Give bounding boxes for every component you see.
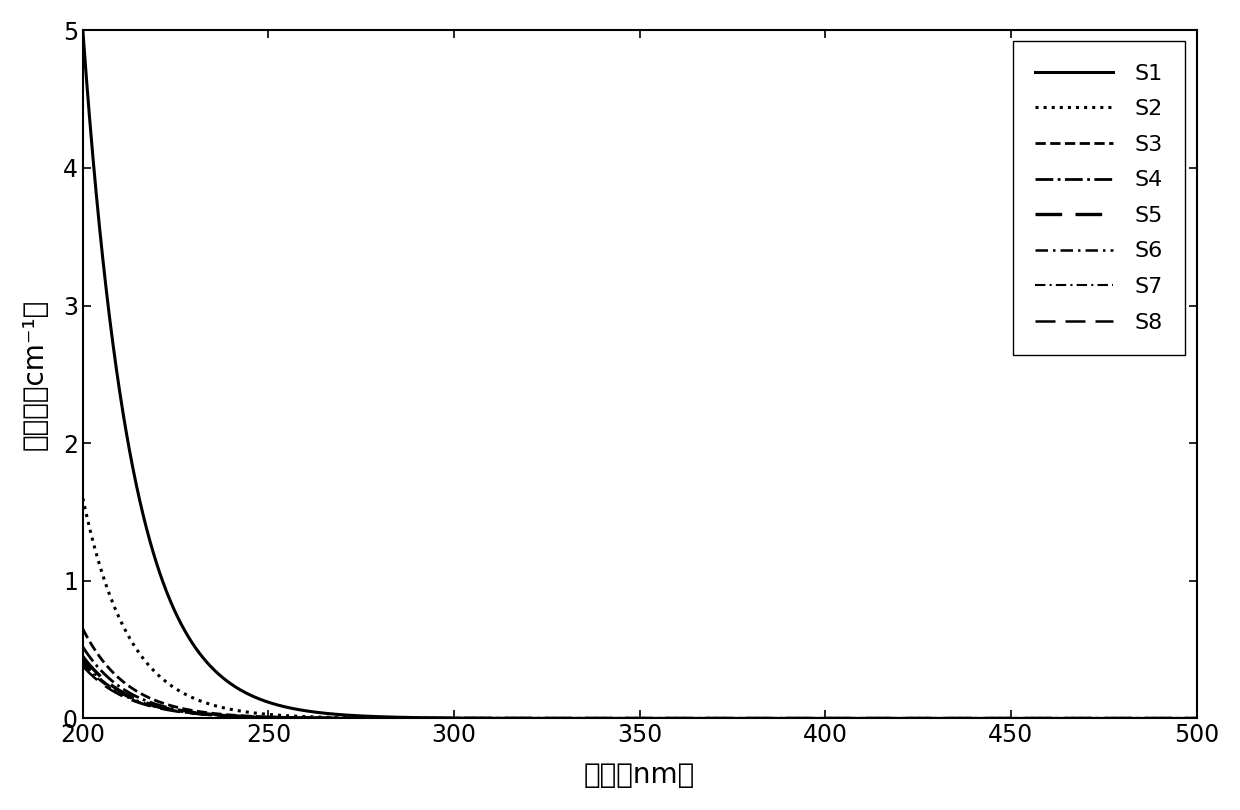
S6 bbox=[278, 713, 293, 723]
Line: S3: S3 bbox=[83, 629, 1197, 718]
S8 bbox=[278, 713, 293, 723]
S4 bbox=[76, 642, 91, 652]
S7 bbox=[501, 714, 516, 723]
Line: S7: S7 bbox=[83, 663, 1197, 718]
S4 bbox=[501, 714, 516, 723]
S5 bbox=[1189, 714, 1204, 723]
S7 bbox=[991, 714, 1006, 723]
S8 bbox=[1189, 714, 1204, 723]
S1 bbox=[743, 714, 758, 723]
Line: S6: S6 bbox=[83, 661, 1197, 718]
S5 bbox=[991, 714, 1006, 723]
S1 bbox=[800, 714, 815, 723]
S2 bbox=[800, 714, 815, 723]
S7 bbox=[906, 714, 921, 723]
S8 bbox=[501, 714, 516, 723]
S1 bbox=[991, 714, 1006, 723]
S4 bbox=[991, 714, 1006, 723]
S6 bbox=[76, 656, 91, 666]
Line: S1: S1 bbox=[83, 30, 1197, 718]
S5 bbox=[906, 714, 921, 723]
S6 bbox=[991, 714, 1006, 723]
S3 bbox=[501, 714, 516, 723]
S7 bbox=[800, 714, 815, 723]
S5 bbox=[501, 714, 516, 723]
S2 bbox=[278, 710, 293, 720]
S6 bbox=[743, 714, 758, 723]
S3 bbox=[991, 714, 1006, 723]
S2 bbox=[501, 714, 516, 723]
S7 bbox=[743, 714, 758, 723]
S2 bbox=[906, 714, 921, 723]
S1 bbox=[906, 714, 921, 723]
Y-axis label: 吸光度（cm⁻¹）: 吸光度（cm⁻¹） bbox=[21, 299, 48, 450]
S6 bbox=[501, 714, 516, 723]
S3 bbox=[278, 713, 293, 723]
S5 bbox=[278, 713, 293, 723]
S7 bbox=[1189, 714, 1204, 723]
S5 bbox=[800, 714, 815, 723]
S6 bbox=[800, 714, 815, 723]
S5 bbox=[76, 651, 91, 661]
S7 bbox=[278, 713, 293, 723]
S6 bbox=[1189, 714, 1204, 723]
Legend: S1, S2, S3, S4, S5, S6, S7, S8: S1, S2, S3, S4, S5, S6, S7, S8 bbox=[1013, 41, 1185, 355]
S8 bbox=[991, 714, 1006, 723]
S4 bbox=[800, 714, 815, 723]
S2 bbox=[1189, 714, 1204, 723]
S3 bbox=[76, 625, 91, 634]
S2 bbox=[76, 493, 91, 503]
S3 bbox=[906, 714, 921, 723]
S4 bbox=[743, 714, 758, 723]
S8 bbox=[743, 714, 758, 723]
S1 bbox=[1189, 714, 1204, 723]
Line: S8: S8 bbox=[83, 666, 1197, 718]
Line: S4: S4 bbox=[83, 647, 1197, 718]
S4 bbox=[1189, 714, 1204, 723]
S1 bbox=[501, 714, 516, 723]
S3 bbox=[1189, 714, 1204, 723]
S6 bbox=[906, 714, 921, 723]
S3 bbox=[743, 714, 758, 723]
S1 bbox=[76, 25, 91, 35]
S4 bbox=[906, 714, 921, 723]
S8 bbox=[800, 714, 815, 723]
S7 bbox=[76, 659, 91, 668]
S4 bbox=[278, 713, 293, 723]
S2 bbox=[743, 714, 758, 723]
S8 bbox=[76, 661, 91, 671]
S3 bbox=[800, 714, 815, 723]
S1 bbox=[278, 702, 293, 712]
S2 bbox=[991, 714, 1006, 723]
Line: S5: S5 bbox=[83, 656, 1197, 718]
S8 bbox=[906, 714, 921, 723]
X-axis label: 波长（nm）: 波长（nm） bbox=[584, 761, 696, 789]
S5 bbox=[743, 714, 758, 723]
Line: S2: S2 bbox=[83, 498, 1197, 718]
